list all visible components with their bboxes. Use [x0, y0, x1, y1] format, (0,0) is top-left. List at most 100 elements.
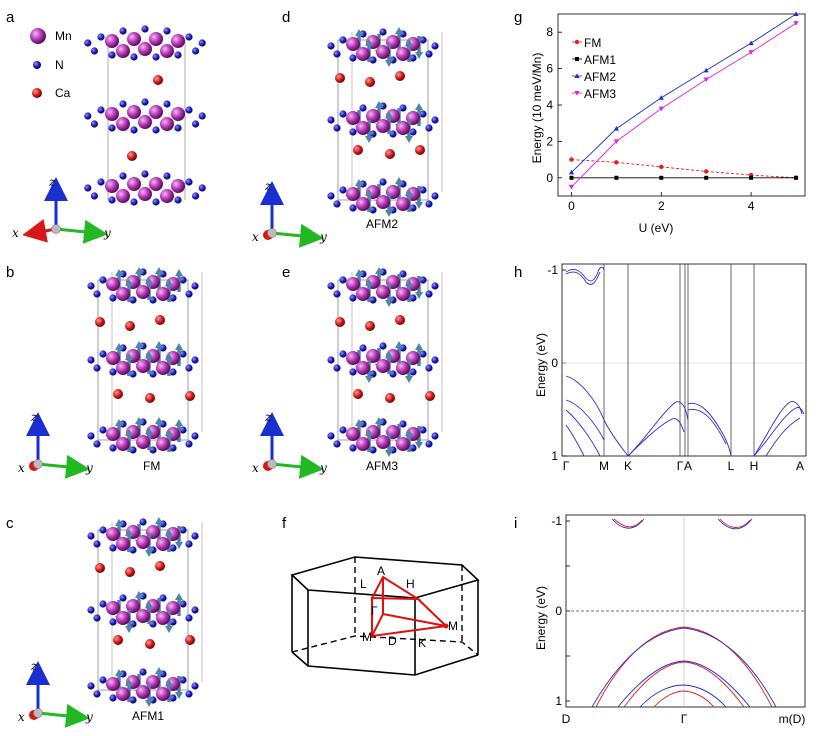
n-atom	[339, 350, 347, 358]
n-atom	[174, 196, 182, 204]
n-atom	[179, 676, 187, 684]
ca-atom	[353, 145, 363, 155]
ca-atom	[353, 389, 363, 399]
band-line	[611, 518, 645, 529]
spin-arrowhead	[395, 341, 403, 348]
n-atom	[129, 446, 137, 454]
n-atom	[109, 544, 117, 552]
ca-atom-swatch	[32, 88, 42, 98]
k-label-0: Γ	[563, 459, 570, 473]
n-atom	[333, 50, 341, 58]
panel-label-e: e	[282, 264, 290, 281]
band-line	[617, 660, 751, 708]
spin-arrowhead	[415, 442, 423, 449]
band-line	[753, 407, 805, 457]
spin-arrowhead	[125, 626, 133, 633]
ca-atom	[145, 639, 155, 649]
spin-arrowhead	[355, 179, 363, 186]
series-line-afm3	[571, 22, 797, 188]
band-line	[717, 518, 753, 530]
legend-label-afm2: AFM2	[584, 70, 616, 84]
k-label-md: m(D)	[779, 712, 806, 726]
caption-afm2: AFM2	[366, 217, 398, 231]
spin-arrowhead	[135, 267, 143, 274]
n-atom	[139, 518, 147, 526]
n-atom	[339, 426, 347, 434]
spin-arrowhead	[405, 189, 413, 196]
n-atom	[129, 370, 137, 378]
ca-atom	[185, 391, 195, 401]
spin-arrowhead	[355, 29, 363, 36]
mn-atom	[356, 121, 370, 135]
data-point	[659, 175, 664, 180]
n-atom	[93, 440, 101, 448]
y-tick-label: 8	[546, 25, 553, 39]
data-point	[748, 40, 754, 46]
band-line	[627, 418, 685, 457]
panel-label-b: b	[6, 264, 14, 281]
n-atom	[87, 432, 95, 440]
data-point	[793, 11, 799, 16]
panel-label-i: i	[514, 515, 517, 532]
band-line	[753, 401, 803, 457]
n-atom	[333, 290, 341, 298]
mn-atom	[160, 117, 174, 131]
mn-atom	[356, 361, 370, 375]
mn-atom	[136, 685, 150, 699]
legend-marker	[574, 39, 580, 45]
n-atom	[431, 356, 439, 364]
n-atom	[141, 170, 149, 178]
legend-marker	[575, 57, 579, 61]
spin-arrowhead	[365, 376, 373, 383]
spin-arrowhead	[115, 269, 123, 276]
n-atom	[327, 116, 335, 124]
caption-afm1: AFM1	[132, 709, 164, 723]
ca-atom	[155, 315, 165, 325]
bz-label-h: H	[406, 577, 415, 591]
data-point	[568, 169, 575, 175]
y-tick-label: 6	[546, 62, 553, 76]
band-line	[627, 401, 689, 457]
ca-atom	[113, 635, 123, 645]
n-atom	[192, 120, 200, 128]
atom-legend-label-n: N	[55, 58, 64, 72]
n-atom	[97, 33, 105, 41]
n-atom	[191, 606, 199, 614]
panel-label-d: d	[282, 9, 290, 26]
spin-arrowhead	[165, 529, 173, 536]
n-atom	[99, 426, 107, 434]
n-atom	[389, 130, 397, 138]
spin-arrowhead	[415, 202, 423, 209]
n-atom	[185, 690, 193, 698]
band-line	[687, 409, 727, 445]
atom-legend-label-ca: Ca	[55, 86, 71, 100]
n-atom	[419, 186, 427, 194]
n-atom	[87, 532, 95, 540]
spin-arrowhead	[395, 177, 403, 184]
spin-arrowhead	[355, 419, 363, 426]
n-atom	[425, 364, 433, 372]
spin-arrowhead	[365, 429, 373, 436]
n-atom	[141, 98, 149, 106]
mn-atom-swatch	[30, 28, 46, 44]
n-atom	[379, 342, 387, 350]
n-atom	[431, 116, 439, 124]
y-tick-label: 0	[551, 356, 558, 370]
ca-atom	[385, 149, 395, 159]
n-atom	[425, 440, 433, 448]
x-tick-label: 2	[658, 199, 665, 213]
panel-label-g: g	[514, 9, 522, 26]
spin-arrowhead	[385, 450, 393, 457]
y-axis-label: y	[319, 461, 327, 475]
y-axis-label: y	[85, 710, 93, 724]
n-atom	[409, 368, 417, 376]
k-label-7: A	[796, 459, 804, 473]
mn-atom	[171, 34, 185, 48]
n-atom	[179, 600, 187, 608]
n-atom	[379, 178, 387, 186]
mn-atom	[396, 47, 410, 61]
mn-atom	[356, 437, 370, 451]
mn-atom	[156, 437, 170, 451]
k-label-gamma: Γ	[681, 712, 688, 726]
mn-atom	[156, 361, 170, 375]
